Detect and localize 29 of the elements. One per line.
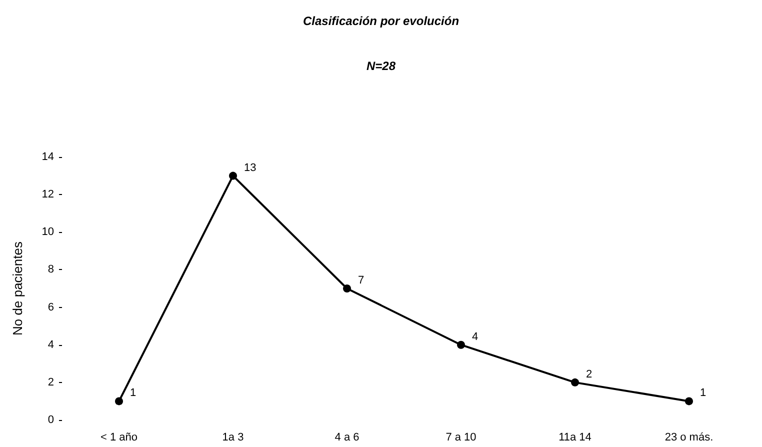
data-label: 1 [700,387,706,400]
x-tick-label: 11a 14 [558,432,592,444]
y-tick-label: 14 [42,151,54,163]
y-tick-label: 8 [48,264,54,276]
y-tick-label: 0 [48,414,54,426]
point [685,397,693,406]
y-tick-label: 12 [42,188,54,201]
point [457,340,465,349]
x-tick-label: < 1 año [100,432,138,444]
point [229,172,237,180]
data-label: 13 [244,162,256,174]
point [115,397,123,406]
chart-subtitle: N=28 [366,59,396,73]
x-tick-label: 23 o más. [664,432,714,444]
x-tick-label: 1a 3 [222,432,244,444]
data-label: 2 [586,368,592,380]
x-tick-label: 7 a 10 [446,432,476,444]
y-tick-label: 4 [48,338,54,351]
data-label: 7 [358,274,364,286]
y-tick-label: 2 [48,376,54,388]
data-label: 4 [472,330,478,343]
y-axis-title: No de pacientes [10,241,25,336]
point [571,378,579,386]
chart-title: Clasificación por evolución [302,14,460,28]
y-tick-label: 6 [48,301,54,314]
y-tick-label: 10 [42,226,54,238]
data-label: 1 [130,387,136,400]
x-tick-label: 4 a 6 [334,432,360,444]
point [343,284,351,292]
